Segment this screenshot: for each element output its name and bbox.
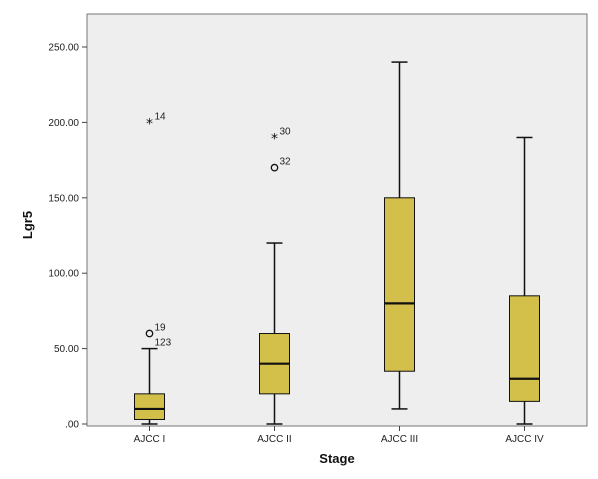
outlier-circle-marker — [270, 163, 279, 172]
box-iqr — [384, 197, 415, 372]
x-tick-label: AJCC III — [381, 434, 418, 445]
y-tick-label: 50.00 — [54, 344, 79, 355]
outlier-star-marker: * — [271, 131, 278, 147]
outlier-circle-marker — [145, 329, 154, 338]
x-axis-title: Stage — [319, 451, 354, 466]
outlier-label: 123 — [155, 338, 172, 349]
y-tick-label: 200.00 — [48, 118, 79, 129]
y-axis: .00 50.00 100.00 150.00 200.00 250.00 — [48, 43, 87, 431]
x-tick-label: AJCC IV — [505, 434, 544, 445]
x-axis: AJCC I AJCC II AJCC III AJCC IV — [134, 426, 544, 445]
x-tick-label: AJCC I — [134, 434, 166, 445]
y-tick-label: 150.00 — [48, 193, 79, 204]
box-1: * 14 19 123 — [134, 111, 172, 425]
y-axis-title: Lgr5 — [20, 211, 35, 239]
outlier-label: 30 — [280, 126, 292, 137]
x-tick-label: AJCC II — [257, 434, 291, 445]
box-4 — [509, 136, 540, 425]
y-tick-label: .00 — [65, 420, 79, 431]
box-3 — [384, 61, 415, 410]
y-tick-label: 100.00 — [48, 269, 79, 280]
y-tick-label: 250.00 — [48, 43, 79, 54]
outlier-label: 14 — [155, 111, 167, 122]
outlier-label: 19 — [155, 323, 167, 334]
outlier-label: 32 — [280, 157, 292, 168]
plot-area — [86, 13, 588, 427]
box-iqr — [134, 393, 165, 420]
box-2: * 30 32 — [259, 126, 292, 425]
box-iqr — [509, 295, 540, 402]
outlier-star-marker: * — [146, 116, 153, 132]
